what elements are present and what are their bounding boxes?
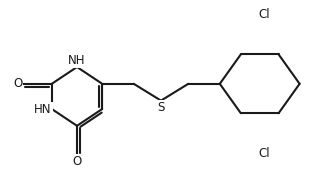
Text: O: O	[72, 155, 81, 168]
Text: HN: HN	[34, 102, 52, 115]
Text: Cl: Cl	[258, 8, 270, 21]
Text: S: S	[157, 101, 165, 114]
Text: NH: NH	[68, 54, 86, 67]
Text: O: O	[13, 77, 23, 90]
Text: Cl: Cl	[258, 147, 270, 160]
